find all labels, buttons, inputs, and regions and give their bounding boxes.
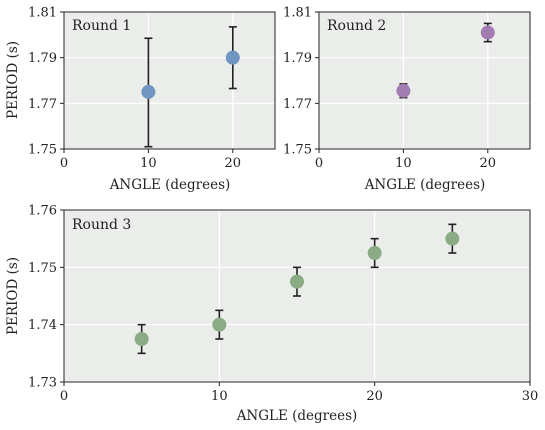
plot-frame-round-3 — [63, 209, 531, 383]
y-tick-label-round-3: 1.76 — [28, 204, 57, 219]
y-tick-label-round-3: 1.73 — [28, 376, 57, 391]
x-tick-label-round-2: 10 — [395, 156, 412, 171]
data-marker — [134, 332, 149, 346]
plot-area-round-1 — [64, 12, 275, 149]
data-marker — [225, 50, 240, 65]
data-point-round-3 — [290, 266, 304, 297]
data-point-round-3 — [212, 309, 227, 340]
data-marker — [367, 246, 382, 260]
x-axis-label-round-3: ANGLE (degrees) — [236, 408, 358, 424]
x-tick-label-round-1: 10 — [140, 156, 157, 171]
data-marker — [212, 317, 227, 332]
panel-title-round-3: Round 3 — [72, 217, 131, 233]
x-tick-label-round-2: 20 — [480, 156, 497, 171]
data-marker — [480, 25, 495, 40]
data-point-round-2 — [480, 22, 495, 43]
x-tick-label-round-3: 20 — [366, 389, 383, 404]
y-tick-label-round-1: 1.77 — [28, 97, 57, 112]
data-point-round-1 — [225, 26, 240, 90]
data-point-round-3 — [134, 323, 149, 355]
y-tick-label-round-1: 1.79 — [28, 51, 57, 66]
y-tick-label-round-2: 1.77 — [283, 97, 312, 112]
y-axis-label-round-3: PERIOD (s) — [5, 257, 21, 335]
panel-round-1: 0 10 20 1.75 1.77 1.79 1.81 Round 1 ANGLE (deg… — [5, 6, 276, 193]
y-tick-label-round-1: 1.81 — [28, 6, 57, 21]
y-tick-label-round-3: 1.75 — [28, 261, 57, 276]
panel-round-3: 0 10 20 30 1.73 1.74 1.75 1.76 Round 3 ANGLE (d… — [5, 204, 538, 425]
y-tick-label-round-2: 1.81 — [283, 6, 312, 21]
data-point-round-3 — [445, 223, 460, 254]
x-tick-label-round-1: 0 — [60, 156, 68, 171]
x-tick-label-round-2: 0 — [315, 156, 323, 171]
y-tick-label-round-2: 1.79 — [283, 51, 312, 66]
x-tick-label-round-3: 0 — [60, 389, 68, 404]
panel-title-round-2: Round 2 — [327, 18, 386, 34]
x-axis-label-round-1: ANGLE (degrees) — [109, 177, 231, 193]
y-tick-label-round-2: 1.75 — [283, 143, 312, 158]
data-point-round-1 — [141, 37, 156, 148]
y-tick-label-round-1: 1.75 — [28, 143, 57, 158]
data-marker — [445, 231, 460, 246]
data-marker — [141, 84, 156, 99]
data-point-round-3 — [367, 237, 382, 269]
panel-title-round-1: Round 1 — [72, 18, 131, 34]
panel-round-2: 0 10 20 1.75 1.77 1.79 1.81 Round 2 ANGLE (deg… — [283, 6, 531, 193]
y-axis-label-round-1: PERIOD (s) — [5, 41, 21, 119]
plot-frame-round-2 — [318, 11, 531, 150]
x-tick-label-round-3: 10 — [211, 389, 228, 404]
y-tick-label-round-3: 1.74 — [28, 318, 57, 333]
data-point-round-2 — [396, 83, 411, 99]
plot-area-round-2 — [319, 12, 530, 149]
data-marker — [396, 83, 411, 98]
x-tick-label-round-1: 20 — [225, 156, 242, 171]
data-marker — [290, 274, 304, 289]
x-tick-label-round-3: 30 — [522, 389, 539, 404]
plot-frame-round-1 — [63, 11, 276, 150]
x-axis-label-round-2: ANGLE (degrees) — [364, 177, 486, 193]
